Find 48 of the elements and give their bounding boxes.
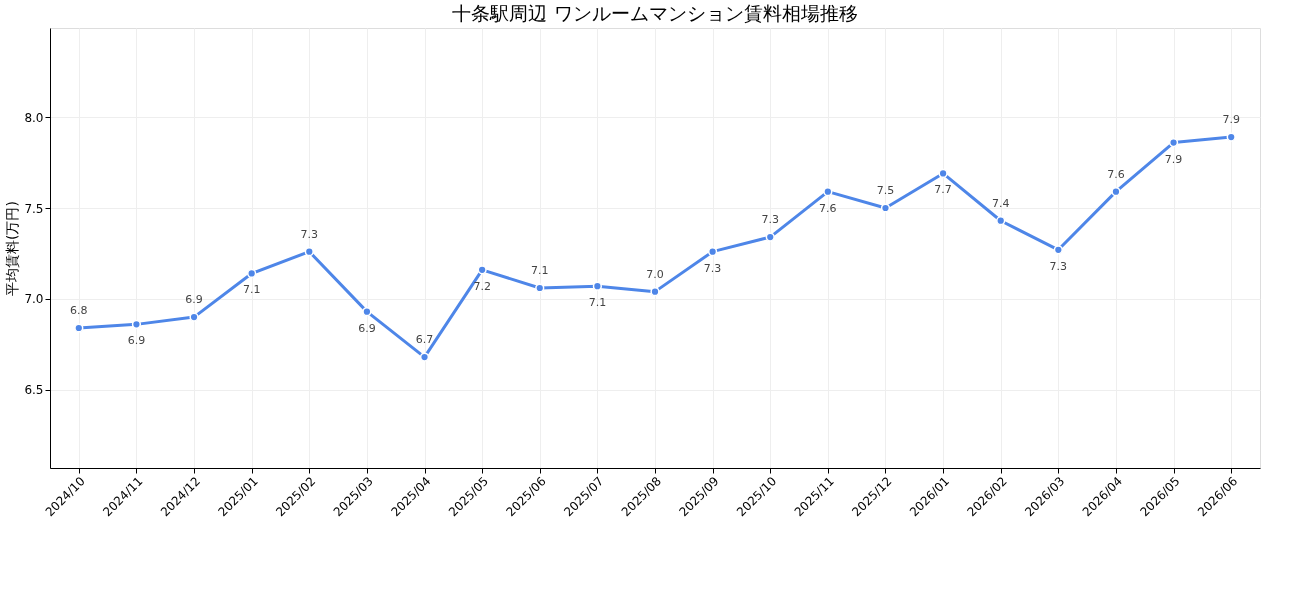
y-tick-label: 6.5 <box>24 383 44 398</box>
y-axis-title: 平均賃料(万円) <box>4 201 21 296</box>
y-tick-label: 8.0 <box>24 110 44 125</box>
data-label: 7.3 <box>761 213 779 227</box>
point <box>362 307 372 317</box>
point <box>823 187 833 197</box>
data-label: 7.6 <box>1107 167 1125 181</box>
data-label: 7.6 <box>819 201 837 215</box>
point <box>1226 132 1236 142</box>
data-label: 6.9 <box>127 334 146 348</box>
point <box>880 203 891 213</box>
data-label: 7.1 <box>242 283 261 297</box>
data-label: 6.9 <box>358 321 376 335</box>
point <box>247 268 257 279</box>
data-label: 7.5 <box>876 184 895 197</box>
point <box>592 281 602 291</box>
point <box>1168 137 1179 148</box>
point <box>535 283 545 293</box>
chart-title: 十条駅周辺 ワンルームマンション賃料相場推移 <box>452 2 858 24</box>
data-label: 7.2 <box>473 279 491 293</box>
point <box>477 265 487 275</box>
data-label: 7.3 <box>703 261 722 275</box>
data-label: 7.0 <box>646 267 664 281</box>
point <box>938 168 948 179</box>
data-label: 6.8 <box>70 304 88 317</box>
point <box>131 319 142 329</box>
data-label: 6.9 <box>185 293 203 307</box>
point <box>1111 187 1121 197</box>
y-tick-label: 7.0 <box>24 292 44 307</box>
data-label: 7.7 <box>934 183 952 197</box>
point <box>765 232 775 242</box>
point <box>1053 245 1063 255</box>
point <box>304 247 314 257</box>
point <box>189 312 199 322</box>
point <box>708 247 718 257</box>
data-label: 6.7 <box>415 333 434 347</box>
data-label: 7.9 <box>1164 152 1183 166</box>
point <box>74 323 84 333</box>
data-label: 7.1 <box>531 264 549 277</box>
point <box>996 216 1006 226</box>
y-tick-label: 7.5 <box>24 201 44 216</box>
data-label: 7.3 <box>1049 259 1068 273</box>
data-label: 7.9 <box>1222 113 1240 127</box>
point <box>650 287 660 297</box>
data-label: 7.3 <box>300 227 319 241</box>
data-label: 7.4 <box>991 196 1010 210</box>
point <box>419 352 430 362</box>
data-label: 7.1 <box>588 296 607 310</box>
